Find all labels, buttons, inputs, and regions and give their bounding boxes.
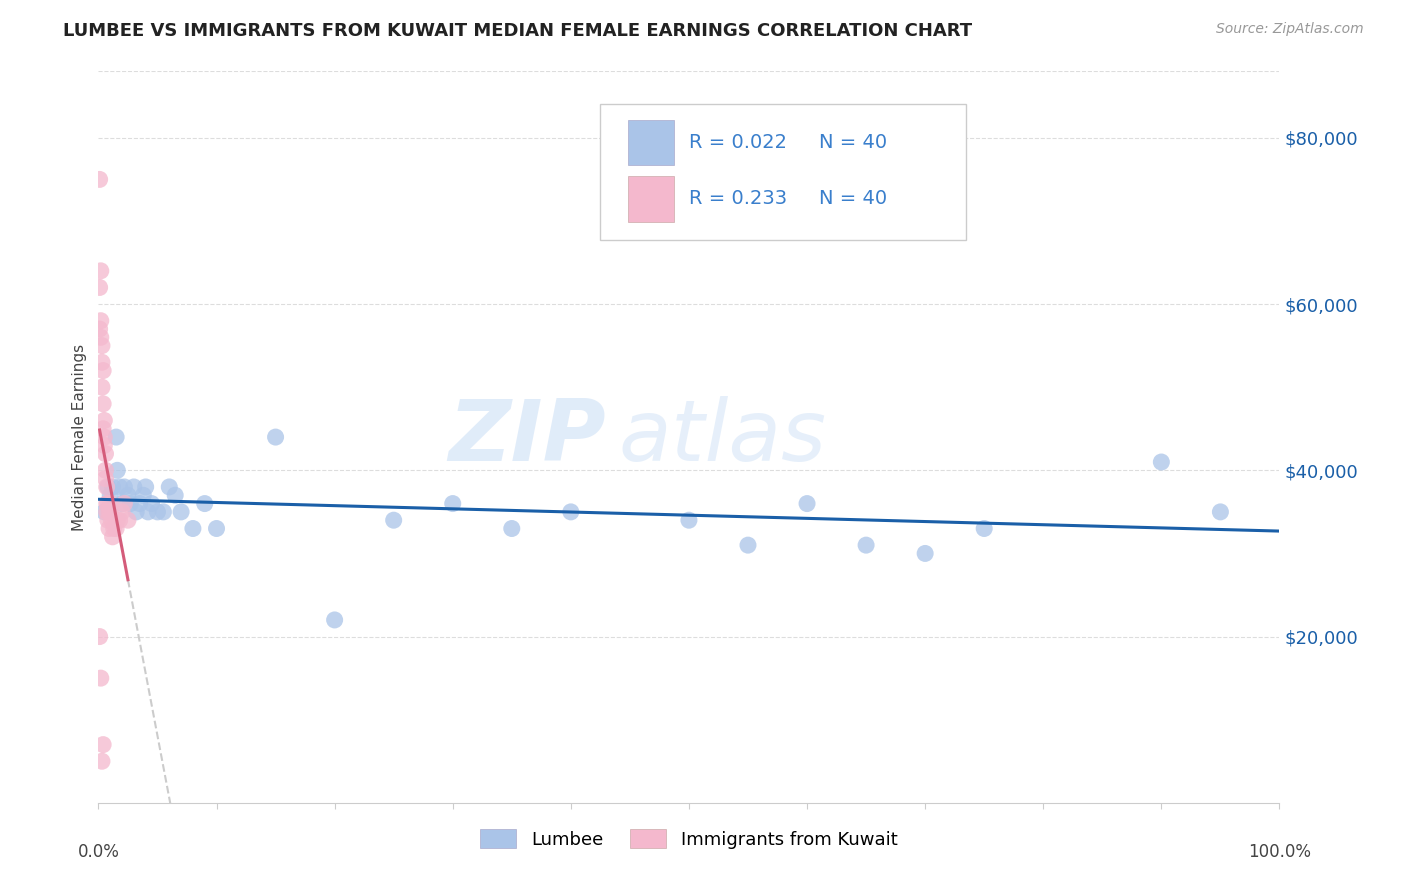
Text: 100.0%: 100.0% bbox=[1249, 843, 1310, 861]
Point bbox=[914, 546, 936, 560]
Text: R = 0.233: R = 0.233 bbox=[689, 189, 787, 209]
Point bbox=[94, 463, 117, 477]
Point bbox=[97, 513, 120, 527]
Point bbox=[93, 413, 115, 427]
Point bbox=[100, 513, 122, 527]
Point bbox=[98, 497, 121, 511]
Point bbox=[90, 671, 112, 685]
Point bbox=[90, 330, 112, 344]
Point bbox=[89, 280, 111, 294]
Point bbox=[90, 314, 112, 328]
Point bbox=[89, 630, 111, 644]
Point bbox=[97, 480, 120, 494]
Point bbox=[382, 513, 405, 527]
Point bbox=[101, 480, 124, 494]
Point bbox=[93, 430, 115, 444]
Point bbox=[97, 497, 120, 511]
Point bbox=[146, 505, 169, 519]
Point bbox=[796, 497, 818, 511]
Point bbox=[855, 538, 877, 552]
Point bbox=[98, 488, 121, 502]
Point bbox=[90, 264, 112, 278]
Point bbox=[181, 521, 204, 535]
Point bbox=[96, 505, 118, 519]
Y-axis label: Median Female Earnings: Median Female Earnings bbox=[72, 343, 87, 531]
Point bbox=[98, 505, 121, 519]
Point bbox=[94, 472, 117, 486]
Point bbox=[96, 480, 118, 494]
Point bbox=[105, 521, 128, 535]
Point bbox=[108, 513, 131, 527]
Point bbox=[122, 480, 145, 494]
Point bbox=[105, 513, 128, 527]
Point bbox=[323, 613, 346, 627]
FancyBboxPatch shape bbox=[600, 104, 966, 240]
Point bbox=[93, 438, 115, 452]
Point bbox=[678, 513, 700, 527]
Point bbox=[112, 497, 135, 511]
Point bbox=[560, 505, 582, 519]
Point bbox=[264, 430, 287, 444]
Point bbox=[105, 463, 128, 477]
Point bbox=[117, 488, 139, 502]
Point bbox=[125, 505, 148, 519]
Point bbox=[108, 480, 131, 494]
Point bbox=[152, 505, 174, 519]
Point bbox=[170, 505, 193, 519]
Point bbox=[98, 521, 121, 535]
Point bbox=[135, 480, 157, 494]
Point bbox=[101, 530, 124, 544]
Point bbox=[737, 538, 759, 552]
Text: ZIP: ZIP bbox=[449, 395, 606, 479]
Point bbox=[112, 480, 135, 494]
Point bbox=[136, 505, 159, 519]
Point bbox=[91, 338, 114, 352]
Point bbox=[501, 521, 523, 535]
FancyBboxPatch shape bbox=[627, 177, 673, 222]
Text: LUMBEE VS IMMIGRANTS FROM KUWAIT MEDIAN FEMALE EARNINGS CORRELATION CHART: LUMBEE VS IMMIGRANTS FROM KUWAIT MEDIAN … bbox=[63, 22, 973, 40]
Point bbox=[89, 322, 111, 336]
Point bbox=[91, 754, 114, 768]
Point bbox=[1150, 455, 1173, 469]
Point bbox=[94, 447, 117, 461]
Text: Source: ZipAtlas.com: Source: ZipAtlas.com bbox=[1216, 22, 1364, 37]
Point bbox=[157, 480, 180, 494]
Point bbox=[117, 513, 139, 527]
Text: N = 40: N = 40 bbox=[818, 133, 887, 152]
Point bbox=[91, 355, 114, 369]
Point bbox=[91, 422, 114, 436]
Point bbox=[441, 497, 464, 511]
Point bbox=[132, 488, 155, 502]
Point bbox=[89, 172, 111, 186]
Point bbox=[111, 505, 134, 519]
Point bbox=[194, 497, 217, 511]
Point bbox=[91, 380, 114, 394]
Point bbox=[141, 497, 163, 511]
Point bbox=[1209, 505, 1232, 519]
Point bbox=[205, 521, 228, 535]
Point bbox=[105, 430, 128, 444]
Point bbox=[120, 497, 142, 511]
Point bbox=[165, 488, 187, 502]
Text: N = 40: N = 40 bbox=[818, 189, 887, 209]
Point bbox=[973, 521, 995, 535]
Point bbox=[91, 738, 114, 752]
Point bbox=[98, 505, 121, 519]
Text: R = 0.022: R = 0.022 bbox=[689, 133, 787, 152]
Legend: Lumbee, Immigrants from Kuwait: Lumbee, Immigrants from Kuwait bbox=[474, 822, 904, 856]
Point bbox=[93, 505, 115, 519]
Point bbox=[96, 497, 118, 511]
Text: atlas: atlas bbox=[619, 395, 827, 479]
FancyBboxPatch shape bbox=[627, 120, 673, 165]
Point bbox=[103, 521, 125, 535]
Point bbox=[128, 497, 150, 511]
Point bbox=[111, 497, 134, 511]
Point bbox=[91, 363, 114, 377]
Point bbox=[91, 397, 114, 411]
Text: 0.0%: 0.0% bbox=[77, 843, 120, 861]
